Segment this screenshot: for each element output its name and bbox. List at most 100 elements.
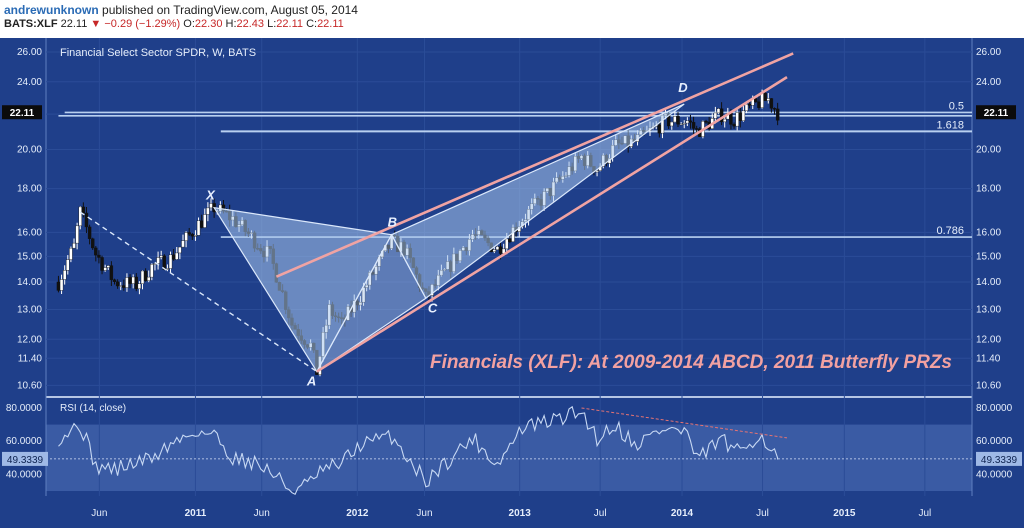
price-tick-left: 15.00 [17,251,42,262]
candle-body [775,108,780,121]
candle-body [56,281,61,291]
rsi-line [58,405,779,496]
candle-body [119,285,123,287]
candle-body [62,270,67,280]
low-label: L: [267,18,277,30]
right-axis-background [972,38,1024,528]
publish-line: andrewunknown published on TradingView.c… [4,3,358,17]
rsi-tick-right: 80.0000 [976,403,1013,414]
candle-body [109,265,114,280]
candle-body [763,92,767,101]
rsi-tick-right: 60.0000 [976,436,1013,447]
candle-body [704,121,708,123]
pattern-point-a: A [306,374,316,389]
dashed-swing-line [79,211,318,373]
level-label: 1.618 [936,119,964,131]
high-label: H: [225,18,237,30]
candle-body [713,112,718,119]
candle-body [676,116,680,125]
candle-body [719,108,724,123]
price-chart[interactable]: 26.0026.0024.0024.0022.0022.0020.0020.00… [0,34,1024,528]
candle-body [374,265,378,275]
pattern-point-b: B [388,215,397,230]
candle-body [134,276,138,290]
candle-body [81,206,86,214]
price-change: −0.29 (−1.29%) [104,18,181,30]
candle-body [140,270,145,284]
close-label: C: [306,18,318,30]
rsi-tick-left: 80.0000 [6,403,43,414]
candle-body [508,238,512,242]
candle-body [72,242,76,249]
candle-body [125,277,129,288]
price-tick-right: 11.40 [976,353,1001,364]
candle-body [735,112,739,127]
candle-body [91,238,95,249]
price-tick-left: 20.00 [17,144,42,155]
candle-body [673,116,677,123]
candle-body [694,128,699,130]
candle-body [361,287,366,303]
candle-body [760,92,764,108]
candle-body [84,212,89,228]
author-link[interactable]: andrewunknown [4,3,99,17]
open-label: O: [183,18,195,30]
candle-body [112,279,117,282]
channel-lower-line [316,76,788,373]
rsi-tick-right: 40.0000 [976,469,1013,480]
candle-body [772,108,777,110]
candle-body [150,263,154,278]
candle-body [199,220,204,228]
price-tick-left: 18.00 [17,184,42,195]
candle-body [688,120,693,123]
candle-body [358,301,363,306]
time-tick-label: Jul [594,508,607,519]
price-tick-left: 10.60 [17,380,42,391]
rsi-tick-left: 40.0000 [6,469,43,480]
chart-header: andrewunknown published on TradingView.c… [0,0,1024,34]
symbol-ohlc-line: BATS:XLF 22.11 ▼ −0.29 (−1.29%) O:22.30 … [4,18,344,30]
last-price-badge-right-text: 22.11 [984,108,1009,119]
pattern-point-c: C [428,300,438,315]
time-tick-label: 2013 [509,508,532,519]
candle-body [769,98,774,109]
close-value: 22.11 [317,18,344,30]
candle-body [103,267,107,271]
candle-body [115,281,120,287]
pattern-point-x: X [205,188,216,203]
candle-body [670,121,674,127]
left-axis-background [0,38,46,528]
candle-body [747,104,752,106]
candle-body [143,270,148,281]
candle-body [741,110,746,121]
candle-body [754,98,758,103]
candle-body [193,235,198,237]
time-tick-label: Jul [756,508,769,519]
time-tick-label: 2014 [671,508,694,519]
price-tick-right: 10.60 [976,380,1001,391]
candle-body [66,259,70,271]
candle-body [738,112,742,121]
price-tick-right: 12.00 [976,334,1001,345]
candle-body [69,247,73,260]
candle-body [87,226,92,239]
price-tick-right: 26.00 [976,47,1001,58]
candle-body [100,257,104,271]
time-tick-label: Jul [918,508,931,519]
candle-body [209,203,213,209]
rsi-band [46,424,972,492]
level-label: 0.786 [936,225,964,237]
time-tick-label: Jun [416,508,432,519]
price-tick-right: 18.00 [976,184,1001,195]
candle-body [723,118,727,123]
symbol-label[interactable]: BATS:XLF [4,18,58,30]
candle-body [757,101,761,108]
published-text: published on TradingView.com, August 05,… [102,3,358,17]
candle-body [175,252,179,260]
candle-body [122,285,126,288]
low-value: 22.11 [276,18,303,30]
time-tick-label: 2011 [185,508,207,519]
candle-body [59,279,64,291]
last-price: 22.11 [60,18,88,30]
candle-body [187,232,191,235]
